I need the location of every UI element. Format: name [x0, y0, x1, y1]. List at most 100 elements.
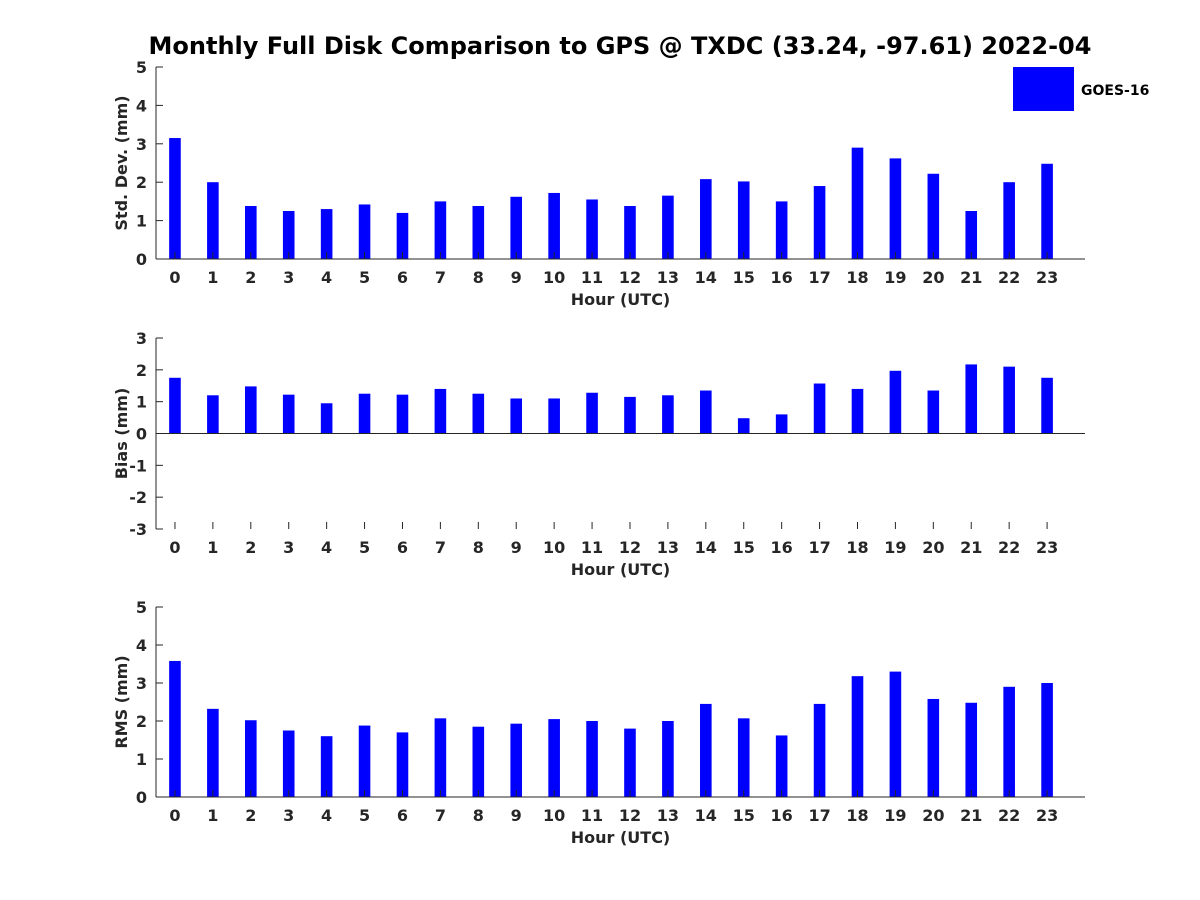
- x-tick-label: 20: [922, 268, 944, 287]
- bar-hour-8: [472, 206, 485, 259]
- x-tick-label: 15: [733, 806, 755, 825]
- y-tick-label: 5: [136, 598, 147, 617]
- bar-hour-15: [737, 718, 750, 797]
- bar-hour-23: [1041, 163, 1053, 259]
- x-tick-label: 8: [473, 538, 484, 557]
- x-tick-label: 7: [435, 538, 446, 557]
- bar-hour-12: [624, 728, 636, 797]
- x-tick-label: 5: [359, 268, 370, 287]
- x-tick-label: 22: [998, 538, 1020, 557]
- y-tick-label: 0: [136, 250, 147, 269]
- x-tick-label: 0: [169, 806, 180, 825]
- bar-hour-10: [548, 398, 560, 434]
- bar-hour-18: [851, 147, 864, 259]
- y-tick-label: -1: [129, 456, 147, 475]
- bar-hour-8: [472, 726, 485, 797]
- bar-hour-13: [662, 395, 674, 434]
- bar-hour-11: [586, 721, 598, 797]
- bar-hour-17: [813, 383, 826, 434]
- y-tick-label: -3: [129, 520, 147, 539]
- bar-hour-9: [510, 723, 523, 797]
- x-tick-label: 11: [581, 538, 603, 557]
- x-tick-label: 16: [771, 268, 793, 287]
- x-tick-label: 12: [619, 538, 641, 557]
- x-tick-label: 7: [435, 806, 446, 825]
- y-tick-label: 1: [136, 393, 147, 412]
- bar-hour-0: [169, 660, 181, 797]
- x-axis-label: Hour (UTC): [571, 828, 671, 847]
- x-tick-label: 19: [884, 538, 906, 557]
- bar-hour-9: [510, 196, 523, 259]
- bar-hour-23: [1041, 377, 1053, 434]
- x-tick-label: 4: [321, 538, 332, 557]
- y-tick-label: 2: [136, 361, 147, 380]
- y-tick-label: 1: [136, 750, 147, 769]
- y-tick-label: 0: [136, 425, 147, 444]
- bar-hour-23: [1041, 683, 1053, 797]
- bar-hour-0: [169, 377, 181, 434]
- x-tick-label: 17: [808, 268, 830, 287]
- bar-hour-12: [624, 396, 636, 434]
- y-tick-label: 3: [136, 135, 147, 154]
- y-axis-label: Bias (mm): [112, 388, 131, 480]
- bar-hour-21: [965, 211, 978, 259]
- chart-title: Monthly Full Disk Comparison to GPS @ TX…: [149, 32, 1092, 60]
- bar-hour-3: [282, 394, 295, 434]
- y-tick-label: 4: [136, 96, 147, 115]
- x-tick-label: 18: [846, 268, 868, 287]
- bar-hour-1: [207, 708, 219, 797]
- x-tick-label: 2: [245, 268, 256, 287]
- bar-hour-6: [396, 394, 409, 434]
- legend-swatch: [1013, 67, 1074, 111]
- legend-label: GOES-16: [1081, 83, 1149, 99]
- x-tick-label: 20: [922, 538, 944, 557]
- bar-hour-20: [927, 390, 940, 434]
- bar-hour-3: [282, 211, 295, 259]
- x-tick-label: 9: [511, 806, 522, 825]
- x-tick-label: 16: [771, 538, 793, 557]
- y-tick-label: 0: [136, 788, 147, 807]
- bar-hour-4: [320, 403, 333, 434]
- x-tick-label: 4: [321, 268, 332, 287]
- bar-hour-19: [889, 370, 902, 434]
- bar-hour-16: [775, 735, 788, 797]
- bar-hour-22: [1003, 366, 1015, 434]
- bar-hour-13: [662, 721, 674, 797]
- bar-hour-16: [775, 414, 788, 434]
- x-tick-label: 21: [960, 806, 982, 825]
- bar-hour-7: [434, 201, 447, 259]
- x-tick-label: 17: [808, 538, 830, 557]
- x-tick-label: 3: [283, 268, 294, 287]
- x-tick-label: 22: [998, 268, 1020, 287]
- bar-hour-3: [282, 730, 295, 797]
- x-tick-label: 22: [998, 806, 1020, 825]
- bar-hour-22: [1003, 182, 1015, 259]
- x-tick-label: 19: [884, 806, 906, 825]
- bar-hour-7: [434, 718, 447, 797]
- bar-hour-14: [700, 390, 712, 434]
- x-tick-label: 14: [695, 806, 717, 825]
- x-tick-label: 2: [245, 806, 256, 825]
- x-tick-label: 13: [657, 806, 679, 825]
- bar-hour-2: [245, 386, 257, 434]
- bar-hour-8: [472, 393, 485, 434]
- x-tick-label: 11: [581, 806, 603, 825]
- bar-hour-22: [1003, 686, 1015, 797]
- bar-hour-5: [358, 725, 371, 797]
- bar-hour-2: [245, 206, 257, 259]
- x-tick-label: 13: [657, 538, 679, 557]
- x-tick-label: 18: [846, 806, 868, 825]
- x-tick-label: 12: [619, 806, 641, 825]
- bar-hour-11: [586, 199, 598, 259]
- x-tick-label: 14: [695, 538, 717, 557]
- y-tick-label: 5: [136, 58, 147, 77]
- bar-hour-4: [320, 209, 333, 259]
- x-tick-label: 14: [695, 268, 717, 287]
- bar-hour-9: [510, 398, 523, 434]
- bar-hour-18: [851, 676, 864, 797]
- y-axis-label: Std. Dev. (mm): [112, 95, 131, 230]
- x-tick-label: 6: [397, 538, 408, 557]
- bar-hour-6: [396, 212, 409, 259]
- x-tick-label: 3: [283, 538, 294, 557]
